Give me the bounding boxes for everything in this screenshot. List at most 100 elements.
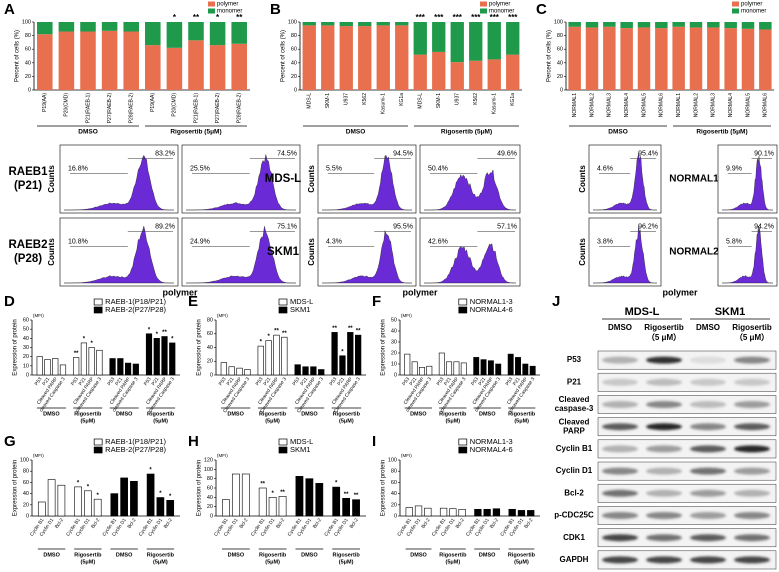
lane-label: （5 μM） — [647, 332, 681, 342]
significance: ** — [282, 331, 287, 337]
group-label: DMSO — [301, 552, 318, 558]
y-tick-label: 0 — [26, 372, 29, 378]
group-label: DMSO — [301, 411, 318, 417]
group-label: DMSO — [43, 411, 60, 417]
legend-label: NORMAL4-6 — [470, 305, 513, 314]
gate-percent: 4.3% — [326, 238, 342, 245]
row-label: RAEB1 — [9, 166, 49, 178]
y-tick-label: 80 — [25, 33, 31, 39]
band — [734, 467, 770, 475]
band — [734, 378, 770, 386]
blot-strip — [597, 483, 777, 503]
blot-strip — [597, 439, 777, 459]
bar — [508, 508, 516, 517]
flow-x-label: polymer — [402, 287, 438, 297]
y-tick-label: 20 — [557, 74, 563, 80]
histogram — [186, 154, 296, 211]
x-tick-label: NORMAL6 — [763, 93, 769, 117]
band — [602, 489, 638, 497]
group-label: Rigosertib (5μM) — [170, 129, 221, 136]
flow-y-label: Counts — [578, 165, 587, 193]
legend-swatch — [732, 1, 739, 7]
blot-strip — [597, 506, 777, 525]
bar-segment — [101, 22, 118, 31]
bar — [258, 487, 267, 517]
histogram-frame — [717, 144, 778, 214]
band — [734, 556, 770, 564]
group-label: (5μM) — [153, 418, 168, 424]
band — [646, 556, 682, 564]
significance: ** — [74, 351, 79, 357]
bar-segment — [432, 51, 446, 90]
bar — [88, 347, 95, 376]
group-label: DMSO — [479, 552, 496, 558]
x-tick-label: NORMAL4 — [624, 93, 630, 117]
panel-letter: D — [4, 293, 15, 310]
band — [690, 356, 726, 364]
significance: ** — [356, 329, 361, 335]
legend-label: MDS-L — [290, 437, 313, 446]
panel-letter: F — [372, 293, 381, 310]
panel-letter: G — [4, 433, 16, 450]
group-label: Rigosertib — [439, 552, 467, 558]
x-tick-label: P21 — [151, 376, 161, 387]
y-unit: (MFI) — [217, 453, 228, 458]
bar-segment — [58, 31, 75, 90]
band — [646, 378, 682, 386]
band — [646, 445, 682, 453]
y-tick-label: 60 — [25, 47, 31, 53]
bar-segment — [413, 54, 427, 90]
bar-segment — [672, 22, 685, 27]
histogram-frame — [181, 144, 301, 214]
x-tick-label: SKM-1 — [436, 93, 442, 109]
gate-percent: 89.2% — [155, 223, 175, 230]
bar-segment — [166, 22, 183, 48]
bar — [474, 508, 482, 517]
bar — [80, 342, 88, 376]
legend-label: RAEB-2(P27/P28) — [105, 305, 166, 314]
bar — [295, 476, 304, 517]
bar — [161, 336, 168, 376]
x-tick-label: P27(RAEB-2) — [215, 93, 221, 124]
panel-letter: A — [4, 1, 15, 18]
legend-label: RAEB-1(P18/P21) — [105, 297, 166, 306]
bar — [241, 473, 250, 517]
band — [734, 512, 770, 519]
gate-percent: 95.5% — [393, 223, 413, 230]
flow-x-label: polymer — [662, 287, 698, 297]
bar — [268, 497, 277, 517]
y-tick-label: 40 — [207, 345, 213, 351]
bar-segment — [620, 28, 633, 90]
bar — [244, 369, 251, 376]
x-tick-label: P53 — [328, 376, 338, 387]
bar — [257, 345, 264, 376]
bar — [315, 483, 324, 517]
bar-segment — [741, 22, 755, 29]
legend-label: SKM1 — [290, 445, 310, 454]
gate-percent: 3.8% — [597, 238, 613, 245]
legend-swatch — [278, 298, 288, 306]
significance: * — [83, 336, 86, 342]
bar — [52, 358, 59, 376]
band — [602, 534, 638, 542]
bar — [458, 508, 466, 517]
x-tick-label: P20(CMD) — [64, 93, 70, 117]
legend-label: polymer — [741, 2, 762, 8]
bar — [424, 507, 432, 517]
x-tick-label: Bcl-2 — [163, 517, 174, 530]
significance: ** — [260, 482, 265, 488]
bar — [492, 508, 501, 517]
legend-label: polymer — [489, 2, 510, 8]
x-tick-label: NORMAL4 — [728, 93, 734, 117]
group-label: DMSO — [227, 411, 244, 417]
histogram-frame — [588, 144, 662, 214]
group-label: DMSO — [410, 411, 427, 417]
flow-x-label: polymer — [162, 287, 198, 297]
significance: * — [216, 13, 220, 22]
bar — [166, 500, 175, 517]
bar-segment — [655, 28, 668, 90]
bar-segment — [58, 22, 75, 32]
row-label: Bcl-2 — [564, 488, 584, 497]
bar — [487, 360, 494, 376]
